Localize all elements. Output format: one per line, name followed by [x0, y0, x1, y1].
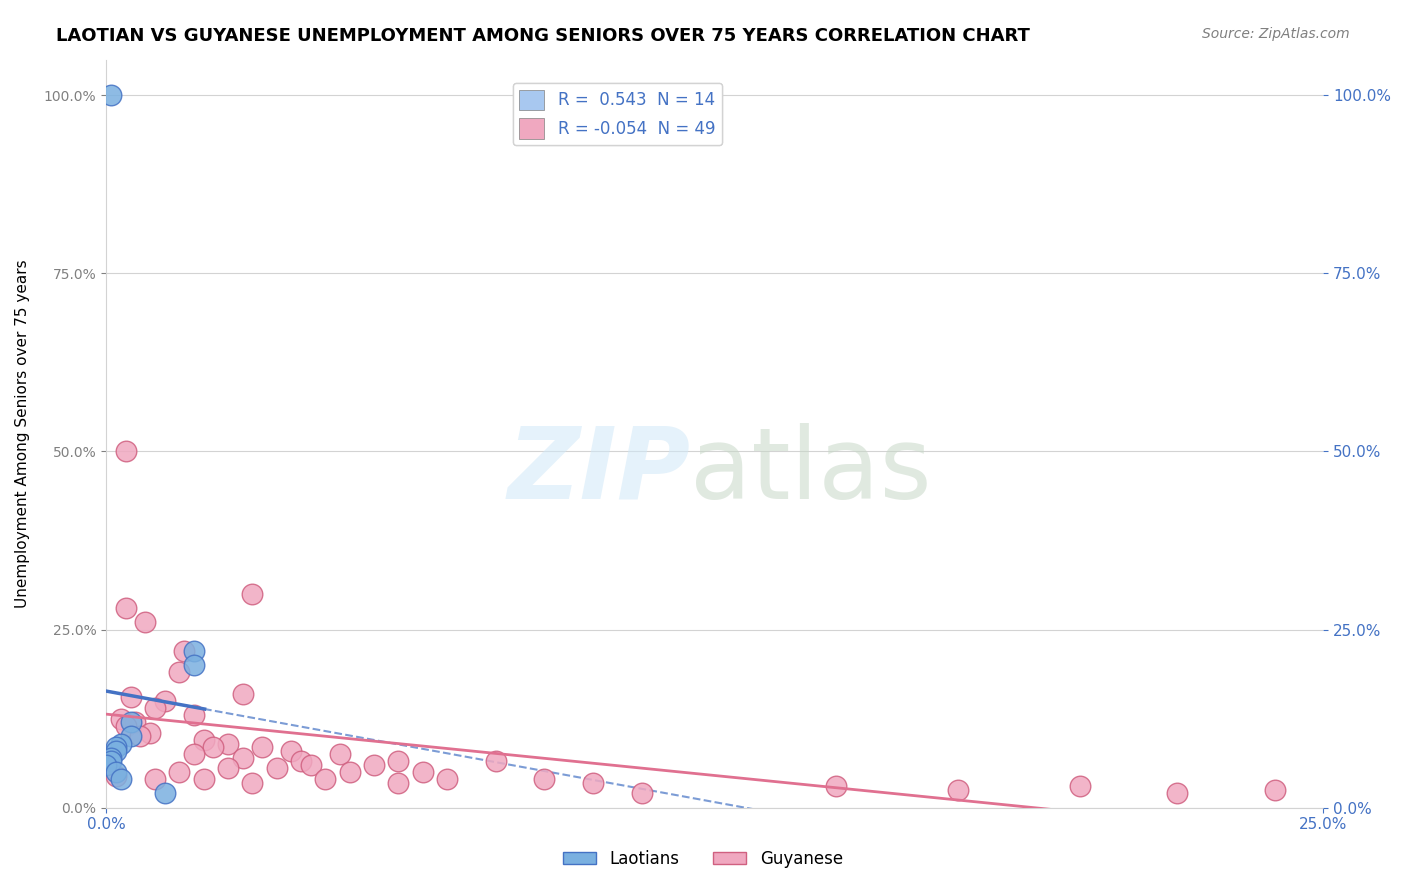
Point — [114, 601, 136, 615]
Point — [630, 786, 652, 800]
Point — [217, 762, 239, 776]
Point — [183, 644, 205, 658]
Point — [120, 730, 142, 744]
Text: Source: ZipAtlas.com: Source: ZipAtlas.com — [1202, 27, 1350, 41]
Point — [104, 740, 127, 755]
Point — [193, 772, 215, 787]
Point — [299, 758, 322, 772]
Point — [104, 769, 127, 783]
Point — [100, 755, 122, 769]
Point — [120, 715, 142, 730]
Point — [329, 747, 352, 762]
Point — [314, 772, 336, 787]
Point — [139, 726, 162, 740]
Point — [114, 719, 136, 733]
Point — [114, 444, 136, 458]
Point — [100, 88, 122, 103]
Point — [202, 740, 225, 755]
Point — [143, 701, 166, 715]
Point — [124, 715, 146, 730]
Point — [1264, 783, 1286, 797]
Point — [134, 615, 156, 630]
Point — [120, 690, 142, 705]
Point — [167, 765, 190, 780]
Point — [363, 758, 385, 772]
Point — [153, 786, 176, 800]
Point — [183, 708, 205, 723]
Text: ZIP: ZIP — [508, 423, 690, 519]
Point — [104, 765, 127, 780]
Point — [143, 772, 166, 787]
Point — [412, 765, 434, 780]
Point — [485, 755, 508, 769]
Point — [240, 776, 263, 790]
Point — [183, 658, 205, 673]
Point — [129, 730, 152, 744]
Point — [110, 737, 132, 751]
Point — [946, 783, 969, 797]
Point — [100, 751, 122, 765]
Point — [232, 687, 254, 701]
Point — [96, 758, 118, 772]
Point — [110, 712, 132, 726]
Legend: Laotians, Guyanese: Laotians, Guyanese — [557, 844, 849, 875]
Text: atlas: atlas — [690, 423, 932, 519]
Point — [153, 694, 176, 708]
Text: LAOTIAN VS GUYANESE UNEMPLOYMENT AMONG SENIORS OVER 75 YEARS CORRELATION CHART: LAOTIAN VS GUYANESE UNEMPLOYMENT AMONG S… — [56, 27, 1031, 45]
Point — [193, 733, 215, 747]
Point — [1166, 786, 1188, 800]
Point — [339, 765, 361, 780]
Point — [280, 744, 302, 758]
Y-axis label: Unemployment Among Seniors over 75 years: Unemployment Among Seniors over 75 years — [15, 260, 30, 608]
Point — [266, 762, 288, 776]
Point — [387, 776, 409, 790]
Point — [582, 776, 605, 790]
Point — [183, 747, 205, 762]
Point — [167, 665, 190, 680]
Point — [290, 755, 312, 769]
Point — [1069, 780, 1091, 794]
Legend: R =  0.543  N = 14, R = -0.054  N = 49: R = 0.543 N = 14, R = -0.054 N = 49 — [513, 83, 721, 145]
Point — [110, 772, 132, 787]
Point — [232, 751, 254, 765]
Point — [173, 644, 195, 658]
Point — [436, 772, 458, 787]
Point — [217, 737, 239, 751]
Point — [240, 587, 263, 601]
Point — [387, 755, 409, 769]
Point — [250, 740, 273, 755]
Point — [825, 780, 848, 794]
Point — [104, 744, 127, 758]
Point — [533, 772, 555, 787]
